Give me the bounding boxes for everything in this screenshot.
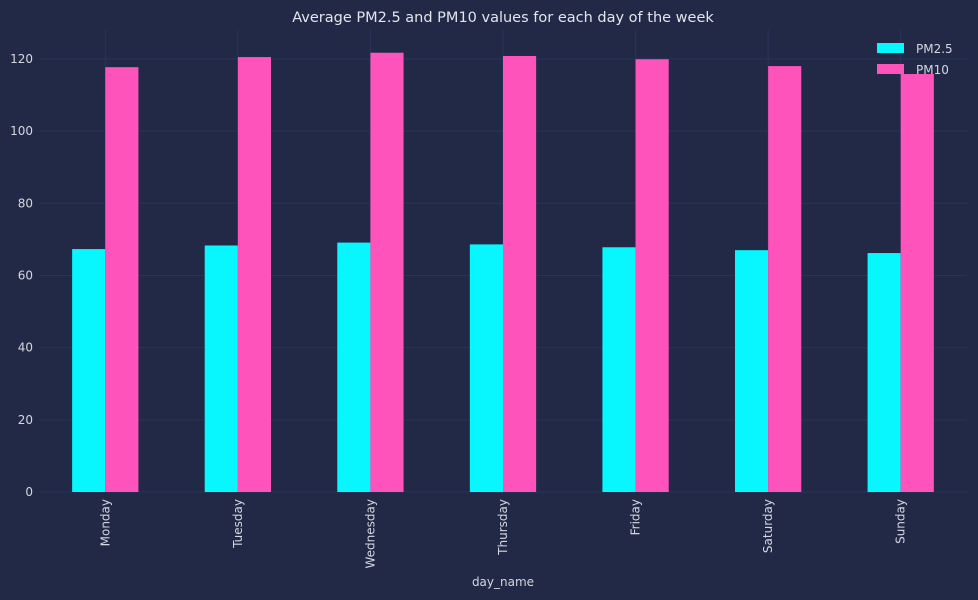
legend-swatch-pm25 <box>877 43 904 53</box>
bar-pm25-sunday <box>867 253 901 492</box>
y-tick-label: 100 <box>10 124 33 138</box>
bar-pm10-monday <box>105 67 139 492</box>
bar-pm25-thursday <box>469 244 503 492</box>
bar-pm10-sunday <box>900 74 934 493</box>
y-tick-label: 120 <box>10 52 33 66</box>
x-tick-label: Thursday <box>496 499 510 556</box>
x-tick-label: Saturday <box>761 499 775 553</box>
chart-title: Average PM2.5 and PM10 values for each d… <box>292 10 714 26</box>
x-tick-label: Sunday <box>894 499 908 544</box>
bar-pm10-saturday <box>768 66 802 492</box>
x-tick-label: Wednesday <box>363 499 377 568</box>
x-tick-label: Monday <box>98 499 112 546</box>
bar-pm10-friday <box>635 59 669 493</box>
x-tick-label: Friday <box>629 499 643 535</box>
bar-pm10-thursday <box>503 55 537 493</box>
bar-pm25-friday <box>602 247 636 492</box>
x-axis-label: day_name <box>472 575 534 589</box>
y-tick-label: 80 <box>18 196 33 210</box>
legend-label-pm10: PM10 <box>916 63 949 77</box>
bar-pm25-tuesday <box>204 245 238 492</box>
y-tick-label: 0 <box>25 485 33 499</box>
x-tick-label: Tuesday <box>231 499 245 549</box>
y-tick-label: 60 <box>18 268 33 282</box>
bar-pm10-tuesday <box>237 57 271 492</box>
bars <box>72 52 934 493</box>
legend-swatch-pm10 <box>877 64 904 74</box>
legend: PM2.5 PM10 <box>877 42 953 77</box>
bar-pm10-wednesday <box>370 52 404 492</box>
bar-pm25-saturday <box>735 250 769 492</box>
legend-label-pm25: PM2.5 <box>916 42 953 56</box>
x-axis-ticks: Monday Tuesday Wednesday Thursday Friday Satu… <box>98 499 907 568</box>
bar-pm25-wednesday <box>337 242 371 492</box>
y-tick-label: 20 <box>18 413 33 427</box>
bar-pm25-monday <box>72 249 106 492</box>
y-tick-label: 40 <box>18 341 33 355</box>
y-axis-ticks: 0 20 40 60 80 100 120 <box>10 52 33 499</box>
